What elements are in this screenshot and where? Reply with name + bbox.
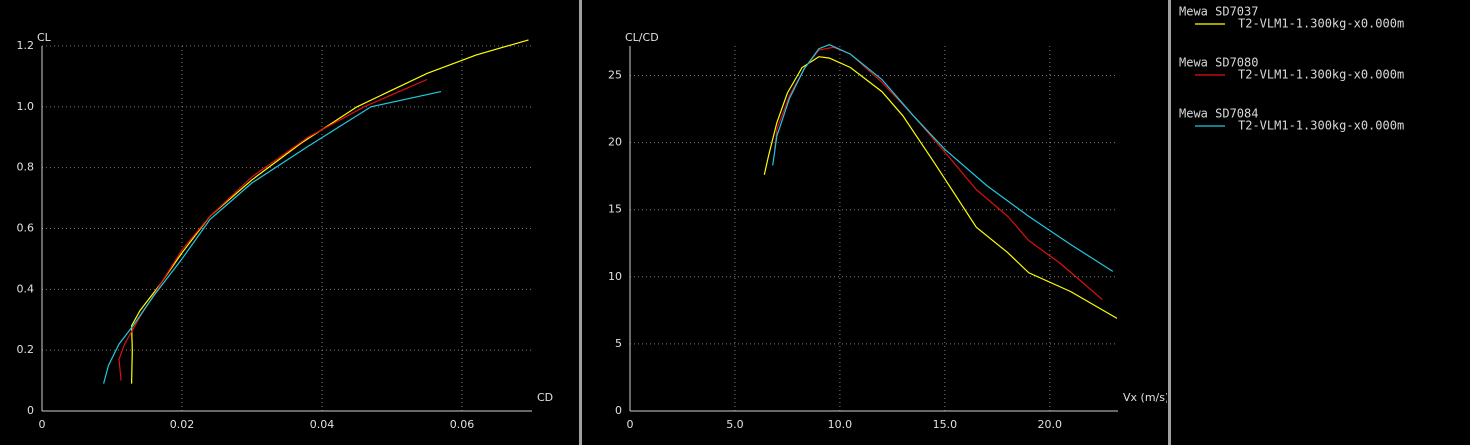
x-tick-label: 0: [39, 418, 46, 431]
y-tick-label: 1.0: [17, 100, 35, 113]
series-line: [763, 56, 1118, 319]
y-tick-label: 0.2: [17, 343, 35, 356]
series-line: [103, 91, 442, 384]
legend-entry: T2-VLM1-1.300kg-x0.000m: [1238, 17, 1404, 31]
legend-group: Mewa SD7080: [1179, 56, 1258, 70]
series-line: [130, 39, 529, 384]
x-axis-title: CD: [537, 391, 553, 404]
x-tick-label: 20.0: [1038, 418, 1063, 431]
separator: [579, 0, 582, 445]
y-tick-label: 20: [608, 136, 622, 149]
x-axis-title: Vx (m/s): [1123, 391, 1169, 404]
y-tick-label: 0.4: [17, 282, 35, 295]
x-tick-label: 0.06: [450, 418, 475, 431]
series-line: [118, 78, 428, 381]
y-tick-label: 0.8: [17, 161, 35, 174]
separator: [1168, 0, 1171, 445]
series-line: [774, 46, 1103, 301]
series-line: [772, 44, 1114, 272]
x-tick-label: 0.02: [170, 418, 195, 431]
y-axis-title: CL: [37, 31, 52, 44]
glide-ratio-chart: 0 5.0 10.0 15.0 20.0 0 5 10 15 20 25 Vx (m/s) CL/CD: [608, 31, 1169, 431]
legend-group: Mewa SD7084: [1179, 107, 1258, 121]
y-tick-label: 15: [608, 203, 622, 216]
x-tick-label: 15.0: [933, 418, 958, 431]
legend-group: Mewa SD7037: [1179, 5, 1258, 19]
x-tick-label: 0: [627, 418, 634, 431]
y-tick-label: 0.6: [17, 222, 35, 235]
x-tick-label: 10.0: [828, 418, 853, 431]
cl-cd-chart: 0 0.02 0.04 0.06 0 0.2 0.4 0.6 0.8 1.0 1.2 CD CL: [17, 31, 554, 431]
y-axis-title: CL/CD: [625, 31, 659, 44]
legend-entry: T2-VLM1-1.300kg-x0.000m: [1238, 119, 1404, 133]
legend-entry: T2-VLM1-1.300kg-x0.000m: [1238, 68, 1404, 82]
y-tick-label: 25: [608, 69, 622, 82]
y-tick-label: 0: [27, 404, 34, 417]
y-tick-label: 10: [608, 270, 622, 283]
y-tick-label: 0: [615, 404, 622, 417]
x-tick-label: 5.0: [726, 418, 744, 431]
x-tick-label: 0.04: [310, 418, 335, 431]
y-tick-label: 5: [615, 337, 622, 350]
y-tick-label: 1.2: [17, 39, 35, 52]
